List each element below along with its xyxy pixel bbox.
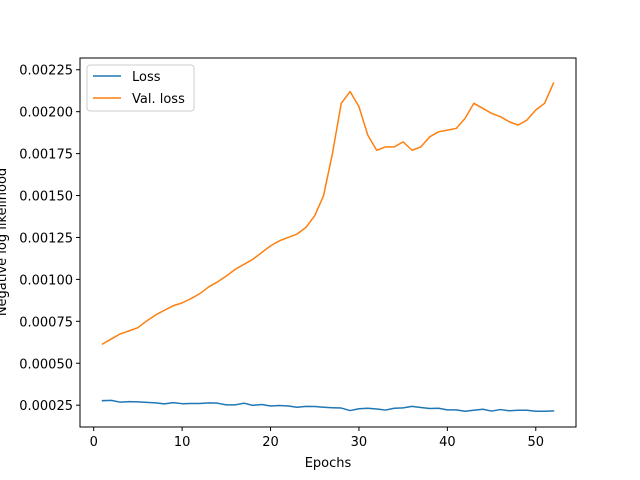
- series-layer: [101, 82, 555, 412]
- x-tick-label: 50: [527, 435, 544, 450]
- x-tick-label: 10: [174, 435, 191, 450]
- y-tick-label: 0.00200: [19, 106, 73, 121]
- series-line-val-loss: [101, 82, 555, 346]
- legend-label-val-loss: Val. loss: [132, 92, 185, 107]
- x-tick-label: 0: [90, 435, 98, 450]
- series-val-loss: [101, 82, 555, 346]
- series-line-loss: [101, 399, 555, 412]
- x-axis-label: Epochs: [305, 456, 352, 471]
- legend: Loss Val. loss: [86, 64, 195, 112]
- y-tick-label: 0.00100: [19, 273, 73, 288]
- x-axis: 0 10 20 30 40 50: [90, 427, 544, 450]
- y-tick-label: 0.00125: [19, 231, 73, 246]
- plot-frame: [79, 57, 577, 428]
- y-tick-label: 0.00075: [19, 315, 73, 330]
- y-axis-label: Negative log likelihood: [0, 168, 10, 316]
- x-tick-label: 20: [262, 435, 279, 450]
- series-loss: [101, 399, 555, 412]
- y-tick-label: 0.00050: [19, 357, 73, 372]
- x-tick-label: 30: [351, 435, 368, 450]
- y-tick-label: 0.00150: [19, 190, 73, 205]
- legend-label-loss: Loss: [132, 70, 161, 85]
- y-tick-label: 0.00025: [19, 399, 73, 414]
- y-tick-label: 0.00175: [19, 148, 73, 163]
- y-axis: 0.00025 0.00050 0.00075 0.00100 0.00125 0.001…: [19, 64, 80, 414]
- x-tick-label: 40: [439, 435, 456, 450]
- y-tick-label: 0.00225: [19, 64, 73, 79]
